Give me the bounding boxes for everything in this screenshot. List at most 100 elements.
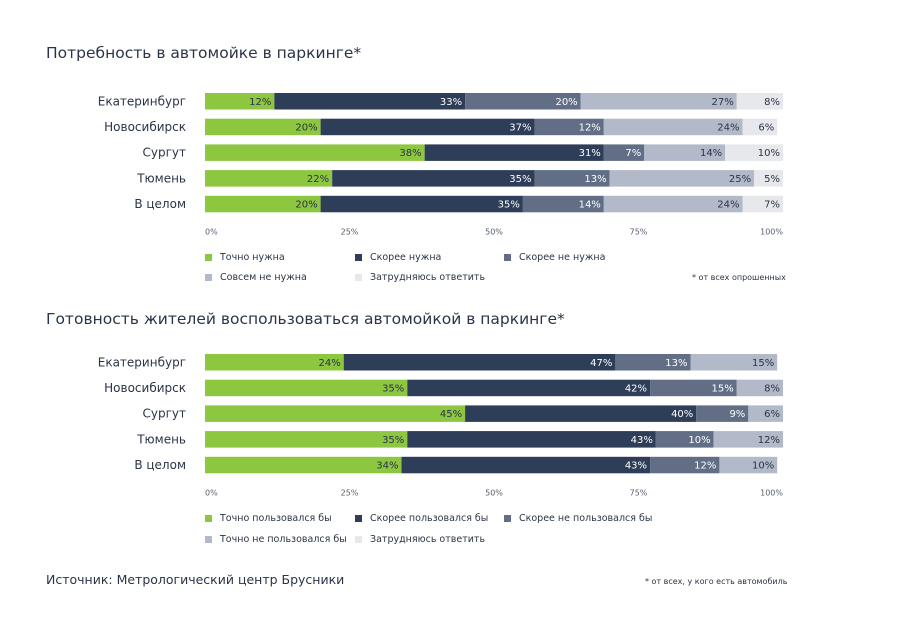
- legend-item: Точно не пользовался бы: [205, 534, 347, 545]
- bar-segment: [205, 456, 402, 474]
- data-label: 20%: [295, 200, 317, 211]
- data-label: 42%: [625, 383, 647, 394]
- data-label: 13%: [665, 358, 687, 369]
- legend-label: Скорее не нужна: [519, 252, 606, 263]
- bar-segment: [424, 144, 604, 161]
- bar-segment: [205, 379, 408, 397]
- bar-segment: [644, 144, 726, 161]
- stacked-bar-chart-2: Екатеринбург 24% 47% 13% 15% Новосибирск 35% 42…: [98, 354, 783, 497]
- data-label: 38%: [399, 148, 421, 159]
- data-label: 37%: [509, 122, 531, 133]
- legend-item: Точно нужна: [205, 252, 285, 263]
- data-label: 35%: [498, 200, 520, 211]
- legend-swatch: [504, 515, 511, 522]
- stacked-bar-chart-1: Екатеринбург 12% 33% 20% 27% 8% Новосибирск 20%…: [98, 93, 783, 236]
- category-label: В целом: [134, 197, 186, 211]
- bar-segment: [742, 195, 783, 213]
- legend-item: Скорее не пользовался бы: [504, 513, 652, 524]
- legend-swatch: [205, 254, 212, 261]
- data-label: 27%: [712, 97, 734, 108]
- data-label: 24%: [717, 200, 739, 211]
- legend-label: Точно пользовался бы: [220, 513, 332, 524]
- legend-item: Скорее нужна: [355, 252, 441, 263]
- bar-segment: [603, 144, 645, 161]
- x-tick-label: 25%: [341, 227, 359, 236]
- legend-item: Скорее пользовался бы: [355, 513, 488, 524]
- bar-segment: [615, 354, 691, 371]
- data-label: 12%: [758, 435, 780, 446]
- legend-swatch: [205, 515, 212, 522]
- legend-label: Точно нужна: [220, 252, 285, 263]
- bar-segment: [401, 456, 651, 474]
- chart-title: Потребность в автомойке в паркинге*: [46, 44, 362, 62]
- x-tick-label: 100%: [760, 227, 783, 236]
- x-tick-label: 50%: [485, 227, 503, 236]
- data-label: 20%: [555, 97, 577, 108]
- chart-title: Готовность жителей воспользоваться автом…: [46, 310, 565, 328]
- data-label: 14%: [579, 200, 601, 211]
- x-tick-label: 75%: [630, 488, 648, 497]
- bar-segment: [742, 118, 778, 136]
- bar-segment: [205, 405, 466, 422]
- data-label: 10%: [752, 461, 774, 472]
- legend-item: Точно пользовался бы: [205, 513, 332, 524]
- x-tick-label: 0%: [205, 227, 218, 236]
- legend-swatch: [205, 536, 212, 543]
- bar-segment: [719, 456, 778, 474]
- data-label: 13%: [584, 174, 606, 185]
- bar-segment: [754, 170, 783, 187]
- legend-item: Затрудняюсь ответить: [355, 534, 485, 545]
- data-label: 24%: [717, 122, 739, 133]
- category-label: Екатеринбург: [98, 355, 186, 369]
- data-label: 40%: [671, 409, 693, 420]
- data-label: 12%: [249, 97, 271, 108]
- bar-segment: [534, 118, 604, 136]
- data-label: 12%: [579, 122, 601, 133]
- data-label: 34%: [376, 461, 398, 472]
- x-tick-label: 100%: [760, 488, 783, 497]
- category-label: Сургут: [143, 407, 187, 421]
- bar-segment: [465, 405, 697, 422]
- bar-segment: [609, 170, 755, 187]
- bar-segment: [205, 118, 321, 136]
- category-label: Новосибирск: [104, 120, 186, 134]
- bar-segment: [696, 405, 749, 422]
- bar-segment: [603, 195, 743, 213]
- bar-segment: [725, 144, 783, 161]
- category-label: Сургут: [143, 146, 187, 160]
- bar-segment: [205, 354, 344, 371]
- legend-swatch: [504, 254, 511, 261]
- data-label: 5%: [764, 174, 780, 185]
- legend-label: Совсем не нужна: [220, 272, 307, 283]
- data-label: 22%: [307, 174, 329, 185]
- bar-segment: [332, 170, 535, 187]
- bar-segment: [205, 431, 408, 448]
- legend-label: Скорее пользовался бы: [370, 513, 489, 524]
- data-label: 6%: [758, 122, 774, 133]
- legend-label: Точно не пользовался бы: [220, 534, 347, 545]
- data-label: 8%: [764, 383, 780, 394]
- data-label: 31%: [579, 148, 601, 159]
- bar-segment: [655, 431, 714, 448]
- category-label: Новосибирск: [104, 381, 186, 395]
- data-label: 35%: [509, 174, 531, 185]
- legend-label: Скорее нужна: [370, 252, 442, 263]
- bar-segment: [205, 93, 275, 110]
- legend-swatch: [355, 274, 362, 281]
- legend-swatch: [355, 536, 362, 543]
- legend-swatch: [205, 274, 212, 281]
- data-label: 33%: [440, 97, 462, 108]
- bar-segment: [603, 118, 743, 136]
- bar-segment: [522, 195, 604, 213]
- bar-segment: [320, 118, 535, 136]
- legend-swatch: [355, 515, 362, 522]
- data-label: 8%: [764, 97, 780, 108]
- bar-segment: [205, 195, 321, 213]
- data-label: 6%: [764, 409, 780, 420]
- data-label: 15%: [712, 383, 734, 394]
- bar-segment: [274, 93, 466, 110]
- data-label: 35%: [382, 435, 404, 446]
- x-tick-label: 50%: [485, 488, 503, 497]
- bar-segment: [320, 195, 523, 213]
- data-label: 25%: [729, 174, 751, 185]
